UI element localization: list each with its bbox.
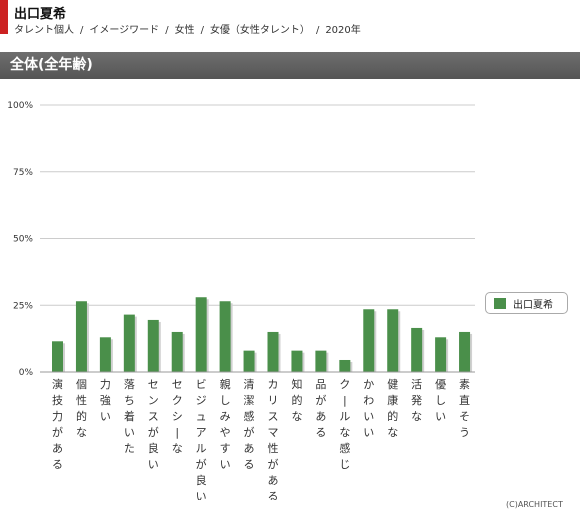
- x-tick-label: カリスマ性がある: [268, 378, 279, 500]
- x-tick-label: センスが良い: [148, 378, 159, 471]
- accent-mark: [0, 0, 8, 34]
- x-tick-label: ク|ルな感じ: [339, 378, 350, 471]
- bar: [435, 337, 447, 372]
- bar: [315, 350, 327, 372]
- page-title: 出口夏希: [14, 7, 67, 22]
- bar-chart: 0% 25% 50% 75% 100% 演技力がある 個性的な 力強い 落ち着いた センスが良い セ…: [7, 101, 475, 500]
- bar: [147, 319, 159, 372]
- breadcrumb-separator: /: [165, 25, 169, 36]
- y-tick-label: 50%: [13, 235, 33, 245]
- x-tick-label: 優しい: [435, 378, 446, 423]
- bar: [339, 359, 351, 372]
- bar: [171, 331, 183, 372]
- bar: [99, 337, 111, 372]
- x-tick-label: 落ち着いた: [124, 378, 135, 455]
- x-tick-label: 親しみやすい: [220, 378, 231, 471]
- x-tick-label: かわいい: [363, 378, 374, 439]
- legend-swatch: [494, 298, 506, 309]
- legend: 出口夏希: [485, 292, 568, 314]
- x-tick-label: 健康的な: [387, 378, 398, 439]
- breadcrumb-item[interactable]: イメージワード: [89, 25, 160, 36]
- bar: [195, 297, 207, 372]
- legend-label: 出口夏希: [513, 300, 553, 311]
- bar: [411, 327, 423, 372]
- y-tick-label: 100%: [7, 101, 33, 111]
- x-tick-label: 清潔感がある: [244, 378, 255, 471]
- x-tick-label: 品がある: [315, 378, 326, 439]
- x-tick-label: 知的な: [291, 377, 302, 423]
- y-tick-label: 0%: [19, 368, 34, 378]
- bar: [459, 331, 471, 372]
- bar: [291, 350, 303, 372]
- bar: [123, 314, 135, 372]
- breadcrumb-item[interactable]: 女性: [174, 25, 195, 36]
- x-tick-label: 素直そう: [459, 378, 470, 439]
- page-header: 出口夏希 タレント個人 / イメージワード / 女性 / 女優（女性タレント） / 2020年: [0, 0, 580, 40]
- section-title: 全体(全年齢): [0, 52, 580, 79]
- copyright: (C)ARCHITECT: [506, 500, 563, 509]
- bar: [387, 309, 399, 372]
- breadcrumb-item[interactable]: 女優（女性タレント）: [209, 25, 310, 36]
- breadcrumb-item[interactable]: タレント個人: [14, 25, 74, 36]
- x-tick-label: 活発な: [411, 378, 422, 423]
- bar: [363, 309, 375, 372]
- breadcrumb-item[interactable]: 2020年: [325, 25, 361, 36]
- x-tick-label: 演技力がある: [52, 377, 63, 471]
- x-tick-label: セクシ|な: [172, 378, 183, 455]
- y-tick-label: 75%: [13, 168, 33, 178]
- breadcrumb: タレント個人 / イメージワード / 女性 / 女優（女性タレント） / 2020年: [14, 21, 361, 36]
- x-tick-label: ビジュアルが良い: [196, 378, 207, 500]
- breadcrumb-separator: /: [315, 25, 320, 36]
- x-tick-label: 力強い: [100, 378, 111, 423]
- breadcrumb-separator: /: [200, 25, 204, 36]
- bar: [219, 301, 231, 372]
- bar: [267, 331, 279, 372]
- x-tick-label: 個性的な: [76, 378, 87, 439]
- bar: [75, 301, 87, 372]
- bar: [52, 341, 63, 372]
- bar: [243, 350, 255, 372]
- breadcrumb-separator: /: [80, 25, 84, 36]
- y-tick-label: 25%: [13, 301, 33, 311]
